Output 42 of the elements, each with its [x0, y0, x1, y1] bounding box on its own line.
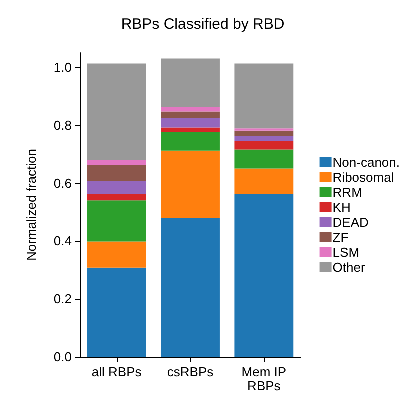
bar — [161, 150, 220, 218]
bar — [87, 242, 146, 268]
bar — [234, 168, 294, 194]
bar — [161, 118, 220, 128]
bar — [161, 107, 220, 112]
bar — [161, 58, 220, 108]
bar — [87, 268, 146, 357]
bar — [234, 150, 294, 169]
bar — [87, 64, 146, 160]
y-tick-label: 0.2 — [54, 292, 72, 307]
bar — [161, 128, 220, 132]
legend-label: DEAD — [332, 215, 369, 230]
bar — [87, 160, 146, 166]
chart-title: RBPs Classified by RBD — [121, 16, 285, 33]
legend-label: ZF — [332, 230, 349, 245]
y-tick-label: 0.8 — [54, 118, 72, 133]
y-axis-title: Normalized fraction — [24, 149, 39, 261]
bar — [161, 112, 220, 118]
x-tick-label: Mem IP RBPs — [242, 364, 287, 394]
y-tick-label: 0.6 — [54, 176, 72, 191]
x-tick-label: csRBPs — [167, 364, 214, 380]
legend-label: LSM — [332, 245, 360, 260]
legend-label: RRM — [332, 185, 362, 200]
bar — [234, 130, 294, 136]
x-tick-label: all RBPs — [92, 364, 142, 380]
legend-label: Ribosomal — [332, 170, 394, 185]
y-tick-label: 1.0 — [54, 60, 72, 75]
bar — [87, 180, 146, 194]
y-tick-label: 0.0 — [54, 350, 72, 364]
bar — [234, 141, 294, 150]
bar — [87, 194, 146, 201]
legend-label: Other — [332, 260, 366, 275]
bar — [234, 194, 294, 357]
bar — [87, 165, 146, 181]
bar — [234, 136, 294, 142]
legend-label: KH — [332, 200, 351, 215]
bar — [87, 200, 146, 242]
bar — [234, 64, 294, 129]
y-tick-label: 0.4 — [54, 234, 72, 249]
bar — [161, 218, 220, 357]
legend-label: Non-canon. — [332, 155, 400, 170]
bar — [161, 132, 220, 151]
